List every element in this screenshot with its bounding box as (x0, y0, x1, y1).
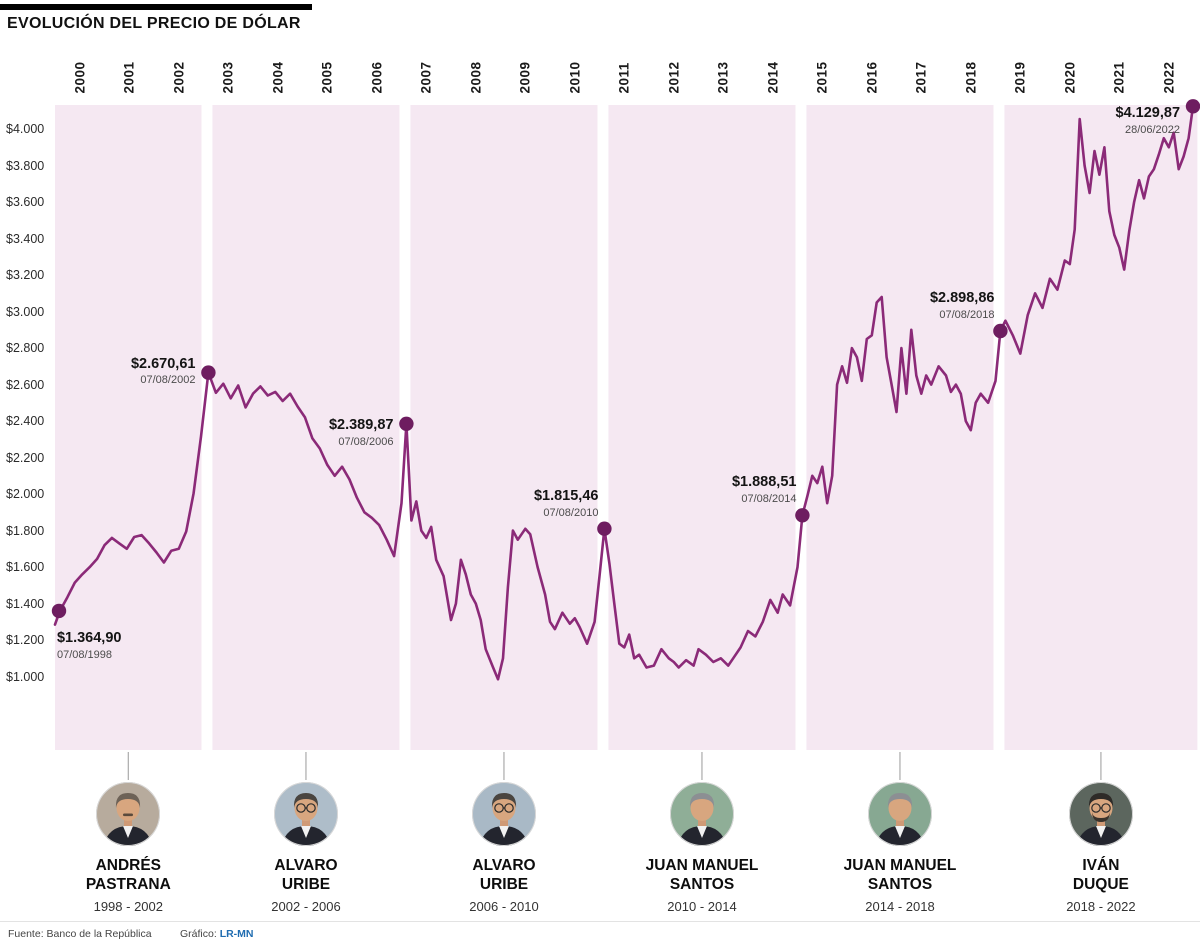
president-card: JUAN MANUEL SANTOS 2014 - 2018 (815, 781, 985, 914)
milestone-dot (1185, 99, 1200, 114)
annotation-date: 07/08/2010 (543, 506, 599, 519)
milestone-dot (201, 365, 216, 380)
price-annotation: $1.815,46 07/08/2010 (534, 487, 599, 520)
term-band (212, 105, 400, 750)
milestone-dot (51, 603, 67, 619)
president-name: JUAN MANUEL SANTOS (843, 857, 957, 894)
source-name: Banco de la República (46, 928, 152, 940)
president-photo (472, 782, 536, 846)
footer: Fuente: Banco de la República Gráfico: L… (0, 921, 1200, 944)
annotation-price: $1.888,51 (731, 474, 797, 491)
mustache (123, 813, 134, 817)
title-accent-bar (0, 4, 312, 10)
annotation-date: 07/08/2002 (140, 374, 196, 387)
face (116, 795, 140, 821)
president-term: 2018 - 2022 (1066, 898, 1136, 914)
glasses (296, 803, 316, 813)
beard (1091, 811, 1110, 822)
annotation-price: $2.898,86 (929, 289, 995, 306)
y-axis-price-label: $1.200 (6, 633, 45, 647)
president-card: JUAN MANUEL SANTOS 2010 - 2014 (617, 781, 787, 914)
annotation-date: 07/08/2006 (338, 435, 394, 448)
milestone-dot (399, 416, 414, 431)
price-annotation: $4.129,87 28/06/2022 (1116, 104, 1181, 137)
president-photo (670, 782, 734, 846)
credit-name: LR-MN (219, 928, 254, 940)
glasses (1091, 803, 1111, 813)
president-term: 1998 - 2002 (93, 898, 163, 914)
president-photo (274, 782, 338, 846)
price-annotation: $2.389,87 07/08/2006 (329, 416, 394, 449)
annotation-date: 28/06/2022 (1124, 124, 1181, 137)
y-axis-price-label: $2.800 (6, 341, 45, 355)
president-card: ALVARO URIBE 2002 - 2006 (221, 781, 391, 914)
president-name: ANDRÉS PASTRANA (85, 857, 171, 894)
president-term: 2010 - 2014 (667, 898, 737, 914)
term-band (608, 105, 796, 750)
y-axis-price-label: $2.600 (6, 377, 45, 392)
annotation-price: $2.389,87 (328, 416, 394, 433)
president-photo (868, 782, 932, 846)
price-annotation: $1.364,90 07/08/1998 (57, 629, 122, 662)
y-axis-price-label: $1.400 (6, 596, 45, 611)
graphic-credit: Gráfico: LR-MN (180, 928, 254, 940)
term-band (55, 105, 202, 750)
president-name: ALVARO URIBE (472, 857, 536, 894)
y-axis-price-label: $2.000 (6, 487, 45, 501)
term-band (806, 105, 994, 750)
price-annotation: $2.898,86 07/08/2018 (930, 289, 995, 322)
milestone-dot (795, 508, 810, 523)
y-axis-price-label: $3.000 (6, 304, 45, 319)
term-band (1004, 105, 1198, 750)
face (690, 795, 714, 821)
y-axis-price-label: $2.200 (6, 450, 45, 465)
president-card: ANDRÉS PASTRANA 1998 - 2002 (43, 781, 213, 914)
president-photo (1068, 782, 1133, 846)
y-axis-price-label: $4.000 (6, 122, 45, 136)
y-axis-price-label: $3.200 (6, 268, 45, 282)
annotation-date: 07/08/1998 (56, 648, 113, 661)
y-axis-price-label: $1.000 (6, 669, 45, 684)
president-card: IVÁN DUQUE 2018 - 2022 (1016, 781, 1186, 914)
price-line (53, 105, 1195, 681)
source-label: Fuente: (8, 928, 44, 940)
y-axis-price-label: $3.800 (6, 158, 45, 173)
glasses (494, 803, 514, 813)
president-name: ALVARO URIBE (274, 857, 338, 894)
president-term: 2006 - 2010 (469, 898, 539, 914)
president-term: 2002 - 2006 (271, 898, 341, 914)
annotation-date: 07/08/2014 (741, 493, 797, 506)
y-axis-price-label: $3.600 (6, 195, 45, 209)
milestone-dot (993, 323, 1008, 339)
y-axis-price-label: $3.400 (6, 231, 45, 246)
annotation-price: $1.364,90 (56, 629, 122, 646)
y-axis-price-label: $1.800 (6, 523, 45, 538)
y-axis-price-label: $1.600 (6, 560, 45, 574)
annotation-price: $1.815,46 (533, 487, 599, 504)
president-card: ALVARO URIBE 2006 - 2010 (419, 781, 589, 914)
face (888, 795, 912, 821)
credit-label: Gráfico: (180, 928, 217, 940)
president-name: IVÁN DUQUE (1072, 857, 1129, 894)
president-name: JUAN MANUEL SANTOS (645, 857, 759, 894)
price-annotation: $1.888,51 07/08/2014 (732, 473, 797, 506)
y-axis-price-label: $2.400 (6, 414, 45, 428)
president-term: 2014 - 2018 (865, 898, 935, 914)
milestone-dot (597, 521, 612, 536)
annotation-price: $2.670,61 (130, 355, 196, 372)
price-annotation: $2.670,61 07/08/2002 (131, 355, 196, 388)
president-photo (96, 782, 161, 846)
annotation-price: $4.129,87 (1115, 105, 1181, 122)
source-credit: Fuente: Banco de la República (8, 928, 152, 940)
page-title: EVOLUCIÓN DEL PRECIO DE DÓLAR (7, 15, 301, 32)
annotation-date: 07/08/2018 (939, 308, 995, 321)
